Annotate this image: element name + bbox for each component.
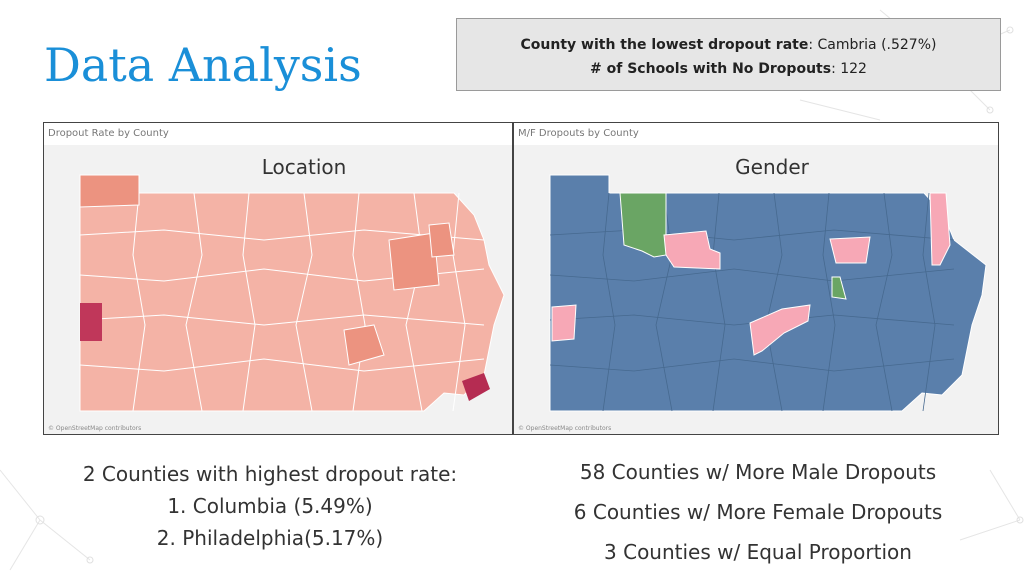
map-credit: © OpenStreetMap contributors — [518, 425, 611, 432]
map-panel-title: Dropout Rate by County — [48, 128, 169, 139]
lowest-rate-line: County with the lowest dropout rate: Cam… — [457, 33, 1000, 57]
summary-heading: 2 Counties with highest dropout rate: — [60, 458, 480, 490]
gender-summary: 58 Counties w/ More Male Dropouts 6 Coun… — [540, 452, 976, 572]
lowest-rate-label: County with the lowest dropout rate — [521, 37, 809, 53]
page-title: Data Analysis — [44, 38, 362, 92]
highest-rate-summary: 2 Counties with highest dropout rate: 1.… — [60, 458, 480, 554]
summary-line: 3 Counties w/ Equal Proportion — [540, 532, 976, 572]
summary-item: 1. Columbia (5.49%) — [60, 490, 480, 522]
map-caption: Gender — [672, 155, 872, 179]
summary-line: 6 Counties w/ More Female Dropouts — [540, 492, 976, 532]
gender-dropout-map[interactable] — [514, 145, 999, 435]
no-dropout-schools-label: # of Schools with No Dropouts — [590, 61, 831, 77]
county-medium-2[interactable] — [429, 223, 454, 257]
stats-box: County with the lowest dropout rate: Cam… — [456, 18, 1001, 91]
county-highest-west[interactable] — [80, 303, 102, 341]
lowest-rate-value: : Cambria (.527%) — [808, 37, 936, 53]
map-credit: © OpenStreetMap contributors — [48, 425, 141, 432]
map-panel-title: M/F Dropouts by County — [518, 128, 639, 139]
gender-dropout-map-panel: M/F Dropouts by County Gender © OpenStre… — [513, 122, 999, 435]
state-fill-male — [550, 175, 986, 411]
pennsylvania-shape — [80, 175, 504, 411]
summary-line: 58 Counties w/ More Male Dropouts — [540, 452, 976, 492]
county-erie[interactable] — [80, 175, 139, 207]
no-dropout-schools-value: : 122 — [831, 61, 867, 77]
summary-item: 2. Philadelphia(5.17%) — [60, 522, 480, 554]
map-caption: Location — [204, 155, 404, 179]
dropout-rate-map-panel: Dropout Rate by County Location © OpenSt… — [43, 122, 513, 435]
county-female-4[interactable] — [552, 305, 576, 341]
no-dropout-schools-line: # of Schools with No Dropouts: 122 — [457, 57, 1000, 81]
dropout-rate-map[interactable] — [44, 145, 513, 435]
county-female-2[interactable] — [830, 237, 870, 263]
